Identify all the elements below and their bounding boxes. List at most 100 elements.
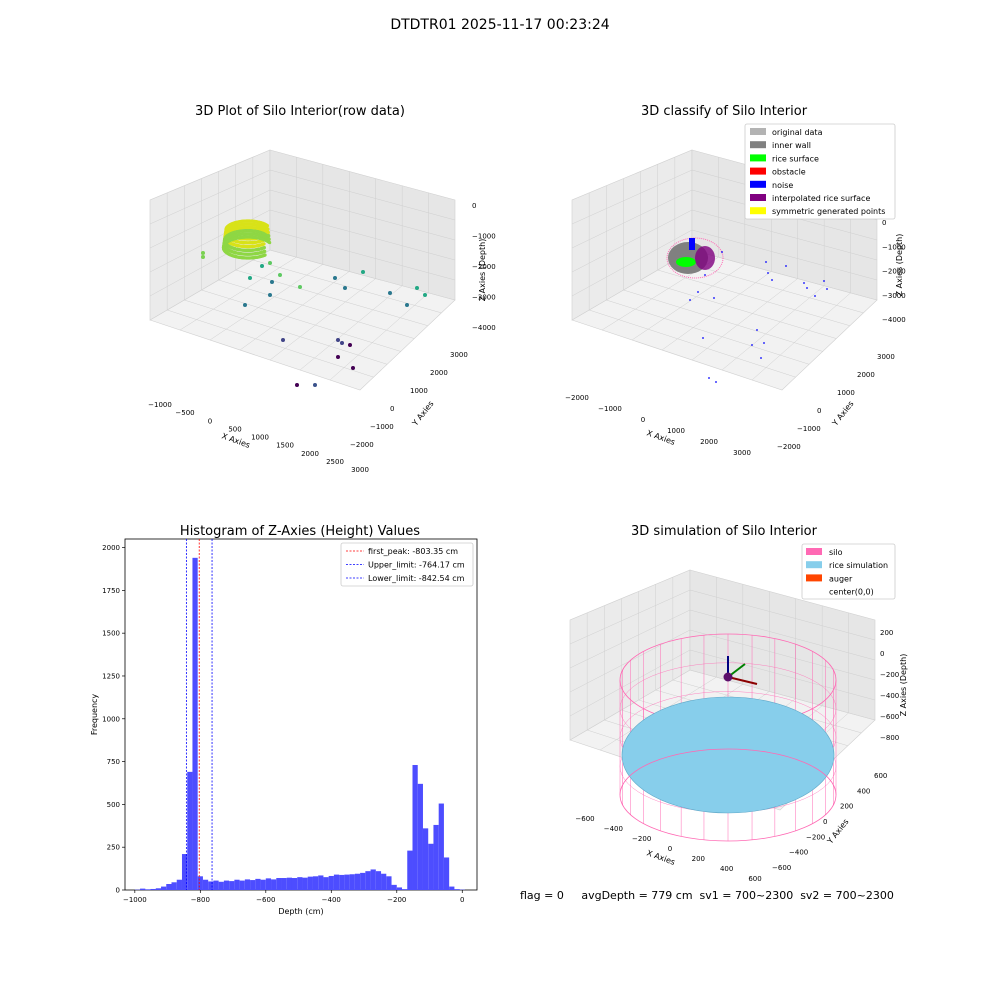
panel3-ytick-label: 250	[107, 844, 120, 852]
panel2-legend-label: inner wall	[772, 141, 811, 150]
panel3-ytick-label: 1000	[102, 715, 120, 723]
histogram-bar	[223, 880, 230, 890]
histogram-bar	[365, 871, 371, 890]
panel4-ytick: 400	[857, 787, 870, 795]
rice-simulation-surface	[621, 696, 835, 814]
panel4-ytick: −200	[806, 833, 825, 841]
panel1-ztick: 0	[472, 202, 476, 210]
panel1-grid	[269, 229, 456, 281]
panel2-ztick: 0	[882, 219, 886, 227]
histogram-bar	[318, 875, 324, 890]
panel2-xtick: 1000	[667, 427, 685, 435]
panel1-ztick: −1000	[472, 233, 496, 241]
histogram-bar	[349, 874, 355, 890]
panel4-grid	[689, 649, 876, 701]
panel2-legend-label: obstacle	[772, 168, 806, 177]
panel2-legend-swatch	[750, 128, 766, 135]
panel2-noise-point	[713, 297, 715, 299]
panel2-noise-point	[721, 251, 723, 253]
histogram-bar	[145, 889, 151, 890]
panel1-point	[388, 291, 392, 295]
panel2-interp-surface	[695, 246, 715, 270]
panel1-xtick: 500	[228, 425, 241, 433]
panel1-grid	[149, 169, 271, 225]
histogram-bar	[260, 879, 266, 890]
panel2-noise-point	[785, 265, 787, 267]
panel2-xtick: −2000	[565, 394, 589, 402]
panel2-grid	[640, 279, 837, 339]
panel3-xtick-label: −600	[256, 896, 275, 904]
panel2-ztick: −3000	[882, 292, 906, 300]
panel3-plot-area	[122, 538, 478, 893]
panel1-grid	[252, 259, 442, 314]
panel3-legend-label: Lower_limit: -842.54 cm	[368, 574, 465, 583]
panel3-legend-frame	[340, 542, 474, 587]
panel4-legend-swatch	[806, 561, 822, 569]
panel1-point	[295, 383, 299, 387]
histogram-bar	[202, 879, 209, 890]
panel1-ytick: 3000	[450, 351, 468, 359]
panel1-ytick: 0	[390, 405, 394, 413]
histogram-bar	[312, 876, 319, 890]
status-footer: flag = 0 avgDepth = 779 cm sv1 = 700~230…	[520, 889, 894, 902]
histogram-bar	[166, 884, 172, 890]
panel1-point	[201, 255, 205, 259]
panel2-rice-surface	[676, 257, 696, 267]
panel4-grid	[689, 629, 876, 681]
histogram-bar	[407, 850, 413, 890]
panel1-grid	[149, 229, 271, 297]
panel1-xtick: 1000	[251, 434, 269, 442]
panel1-point	[340, 341, 344, 345]
panel1-point	[201, 251, 205, 255]
panel2-legend-label: interpolated rice surface	[772, 194, 870, 203]
panel2-legend: original data inner wall rice surface obsta…	[744, 123, 896, 220]
panel2-axes-box	[571, 149, 878, 391]
panel1-grid	[269, 189, 456, 241]
panel1-point	[266, 227, 270, 231]
panel2-noise-point	[771, 279, 773, 281]
histogram-bar	[150, 888, 156, 890]
panel4-legend-label: silo	[829, 548, 843, 557]
panel2-noise-point	[689, 299, 691, 301]
panel2-noise-point	[756, 329, 758, 331]
panel1-grid	[269, 169, 456, 221]
panel1-grid	[167, 309, 374, 378]
panel2-noise-point	[765, 261, 767, 263]
panel4-ztick: 200	[880, 629, 893, 637]
panel1-point	[343, 286, 347, 290]
panel1-ytick: −2000	[350, 441, 374, 449]
panel1-point	[423, 293, 427, 297]
panel1-zlabel: Z Axies (Depth)	[478, 239, 487, 302]
histogram-bar	[370, 869, 376, 890]
panel1-point	[267, 237, 271, 241]
panel1-point	[278, 273, 282, 277]
histogram-bar	[386, 876, 392, 890]
panel1-point	[281, 338, 285, 342]
panel4-grid	[569, 589, 691, 645]
histogram-bar	[449, 886, 455, 890]
histogram-bar	[433, 824, 439, 890]
panel1-point	[415, 286, 419, 290]
panel1-ytick: 1000	[410, 387, 428, 395]
silo-bottom-ring	[619, 748, 837, 842]
panel4-ztick: −400	[880, 692, 899, 700]
panel2-grid	[661, 271, 772, 351]
panel4-ytick: 600	[874, 772, 887, 780]
panel1-grid	[201, 289, 401, 352]
panel2-grid	[606, 299, 810, 365]
panel2-legend-label: rice surface	[772, 154, 819, 163]
panel4-xtick: 0	[668, 845, 672, 853]
panel2-xtick: 0	[641, 416, 645, 424]
panel1-grid	[149, 189, 271, 249]
panel2-xtick: 3000	[733, 449, 751, 457]
panel2-grid	[571, 189, 693, 249]
panel1-point	[336, 355, 340, 359]
panel3-title: Histogram of Z-Axies (Height) Values	[179, 524, 421, 539]
panel2-grid	[571, 209, 693, 273]
panel1-point	[336, 338, 340, 342]
panel1-point	[298, 285, 302, 289]
panel2-zlabel: Z Axies (Depth)	[895, 234, 904, 297]
histogram-bar	[286, 877, 292, 890]
panel2-ztick: −1000	[882, 243, 906, 251]
panel3-xtick-label: −1000	[123, 896, 147, 904]
